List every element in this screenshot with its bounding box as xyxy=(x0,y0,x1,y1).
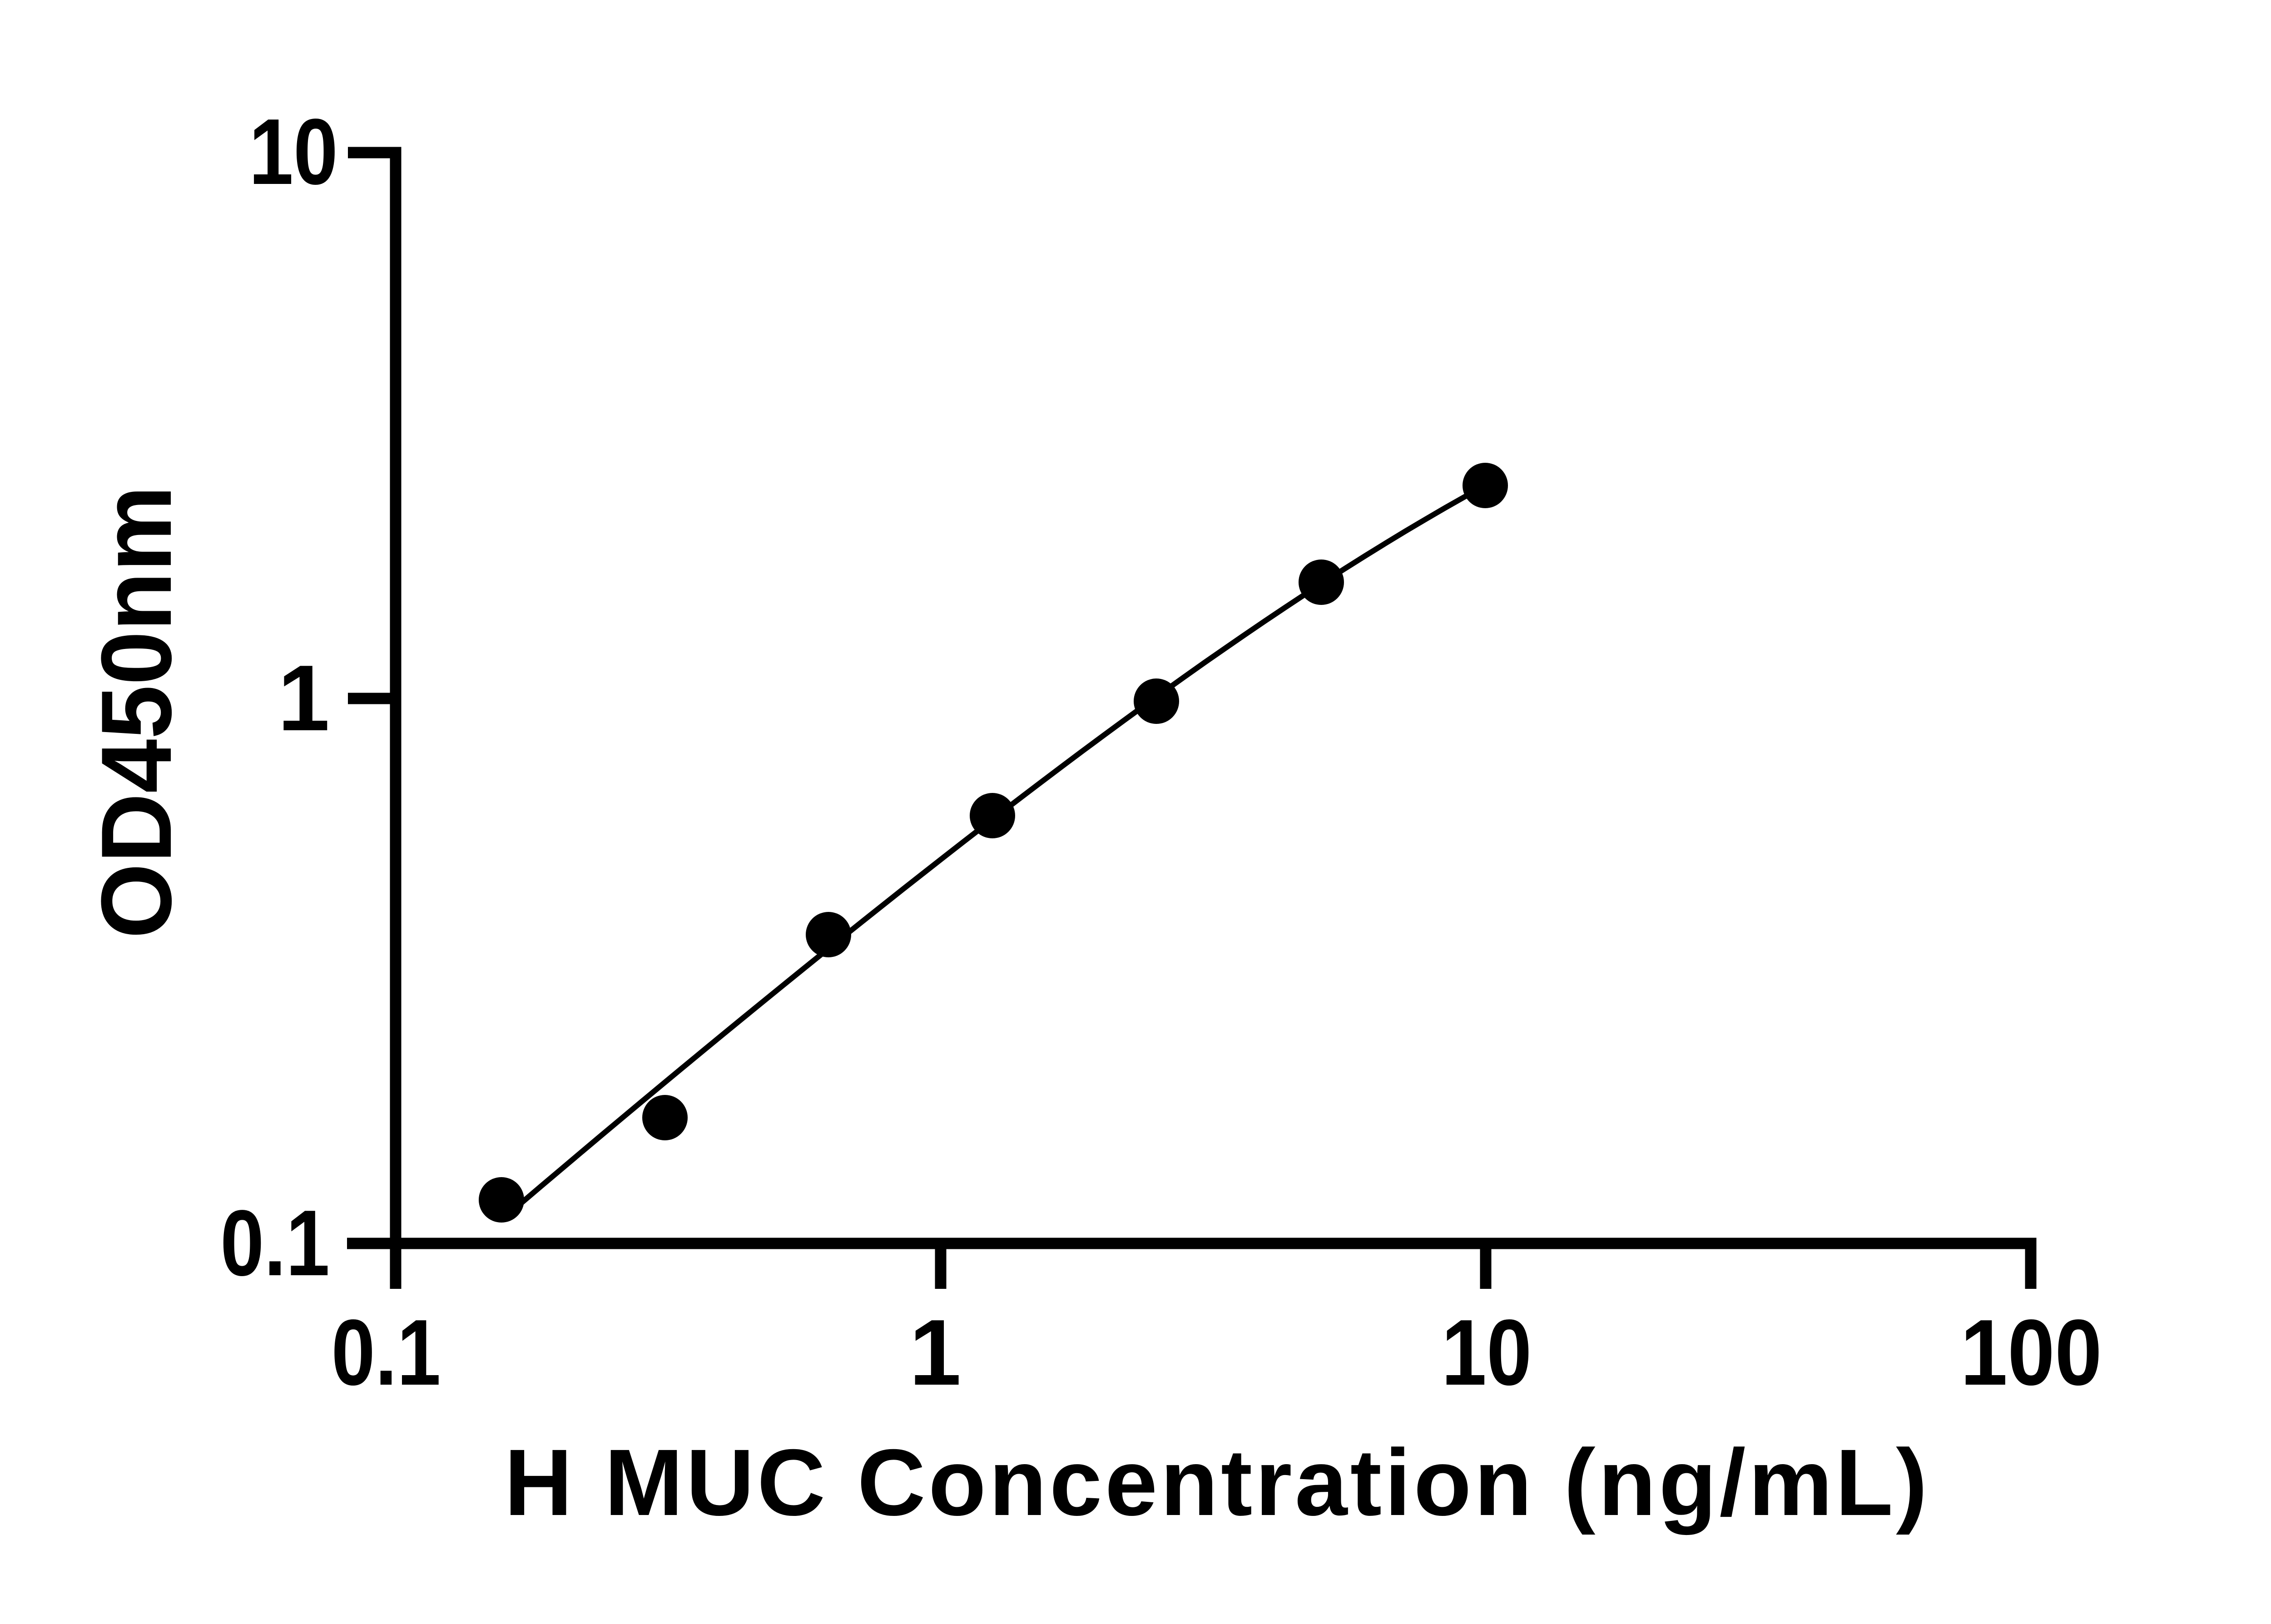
svg-text:1: 1 xyxy=(909,1300,962,1405)
svg-text:10: 10 xyxy=(1442,1300,1532,1405)
svg-text:OD450nm: OD450nm xyxy=(80,485,192,939)
svg-text:1: 1 xyxy=(278,646,330,750)
svg-text:0.1: 0.1 xyxy=(220,1191,330,1295)
svg-text:H MUC Concentration (ng/mL): H MUC Concentration (ng/mL) xyxy=(504,1430,1930,1535)
svg-text:10: 10 xyxy=(249,99,338,204)
svg-text:0.1: 0.1 xyxy=(332,1300,441,1405)
svg-text:100: 100 xyxy=(1960,1300,2102,1405)
